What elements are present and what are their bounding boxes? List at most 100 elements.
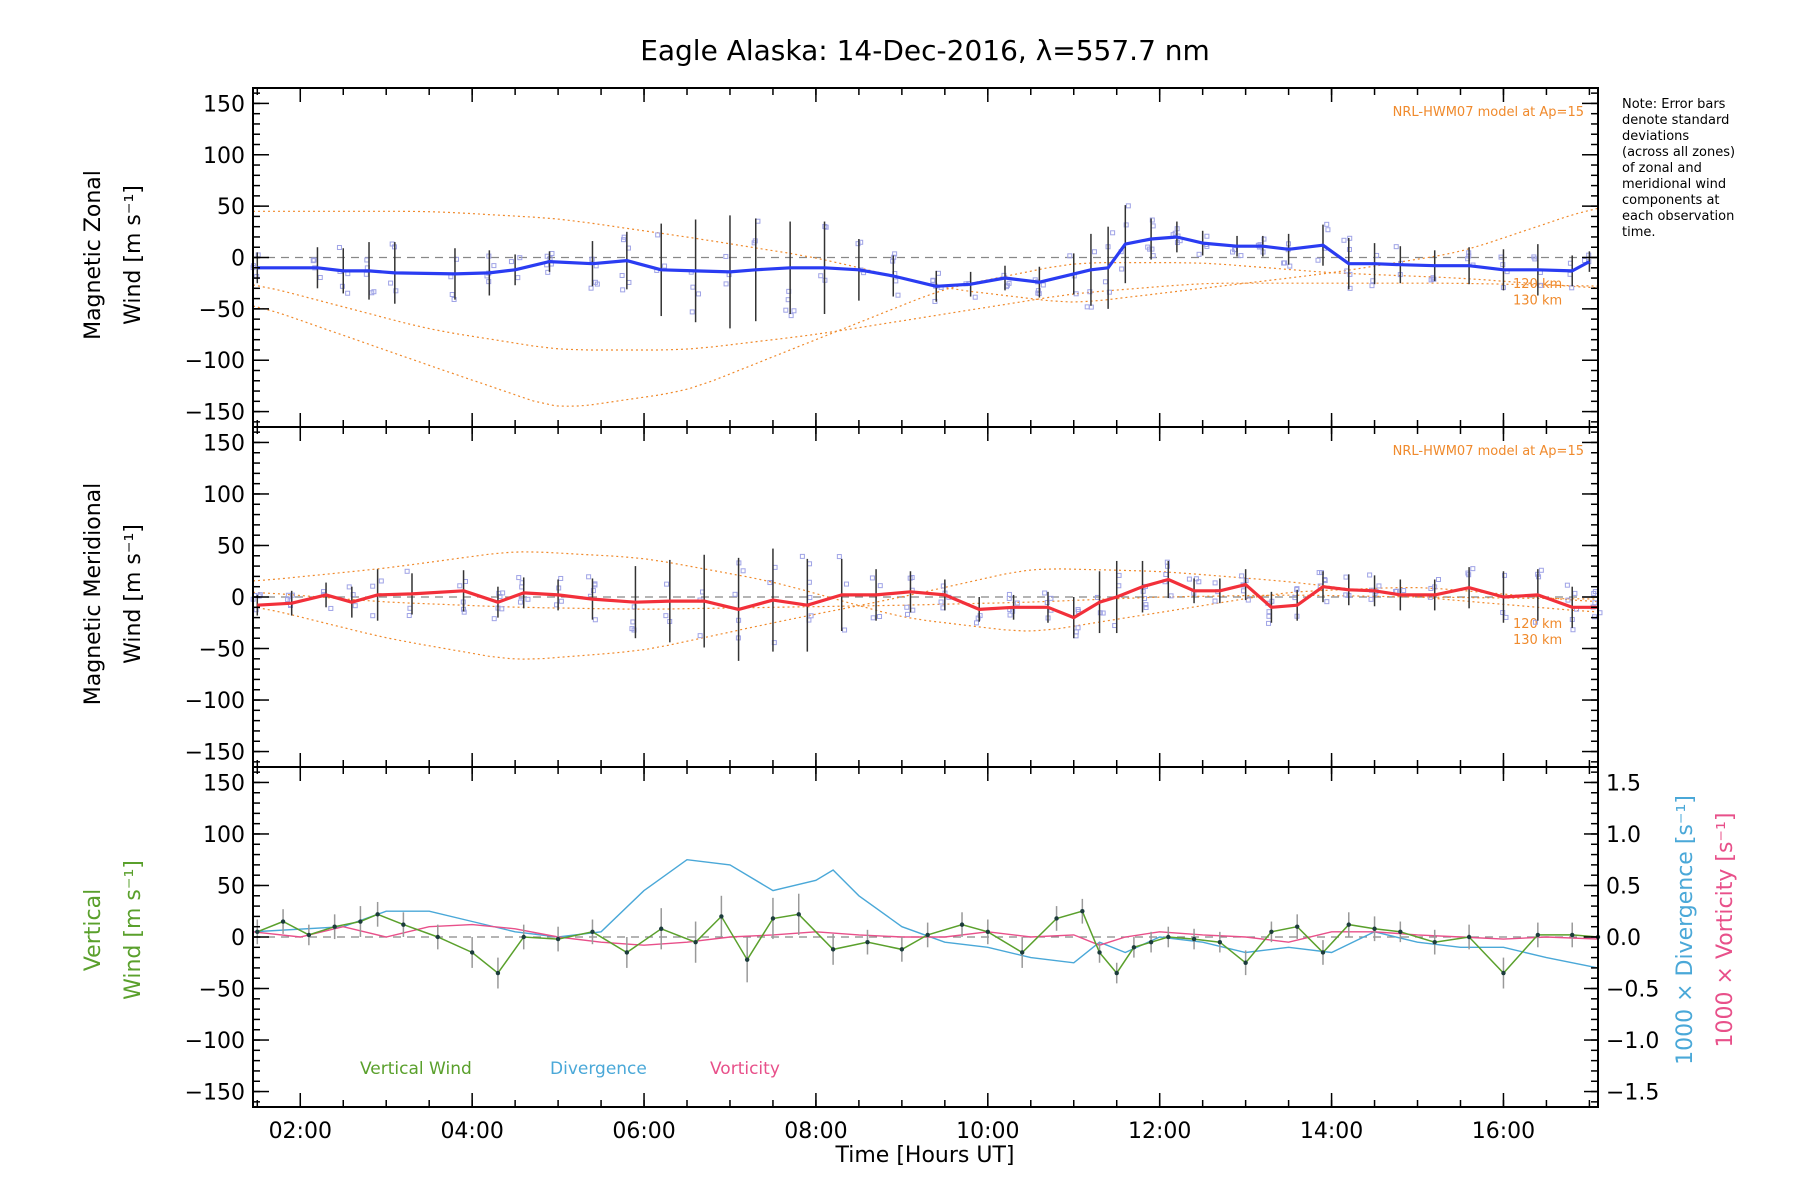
sample-point [1040, 282, 1046, 288]
sample-point [1007, 612, 1013, 618]
sample-point [1238, 253, 1244, 259]
sample-point [1149, 217, 1155, 223]
sample-point [843, 581, 849, 587]
sample-point [732, 591, 738, 597]
sample-point [904, 604, 910, 610]
sample-point [1343, 574, 1349, 580]
vertical-wind-point [555, 936, 561, 942]
vertical-wind-point [899, 947, 905, 952]
note-line: denote standard [1622, 113, 1729, 128]
vertical-wind-point [1243, 960, 1248, 965]
sample-point [517, 599, 523, 605]
sample-point [1091, 249, 1097, 255]
sample-point [508, 259, 514, 265]
y-tick-label: 150 [203, 771, 245, 796]
sample-point [799, 553, 805, 559]
y-tick-label: 0 [231, 926, 245, 951]
sample-point [592, 581, 598, 587]
y-tick-label: 0 [231, 586, 245, 611]
x-tick-label: 16:00 [1472, 1119, 1535, 1144]
vertical-wind-point [435, 934, 440, 940]
vertical-ylabel-line1: Vertical [81, 889, 106, 971]
sample-point [1196, 579, 1202, 585]
model-alt-label-1: 130 km [1513, 294, 1562, 309]
sample-point [689, 309, 695, 315]
vertical-wind-point [358, 919, 363, 924]
sample-point [1143, 604, 1149, 610]
y-tick-label: 100 [203, 823, 245, 848]
vertical-wind-point [1466, 934, 1472, 940]
note-line: (across all zones) [1622, 145, 1735, 160]
sample-point [972, 294, 978, 300]
vertical-wind-point [1269, 929, 1274, 935]
sample-point [404, 568, 410, 574]
vertical-wind-point [1295, 924, 1300, 929]
sample-point [655, 232, 661, 238]
sample-point [1567, 271, 1573, 277]
vertical-wind-point [1054, 916, 1059, 921]
sample-point [545, 269, 551, 275]
sample-point [877, 583, 883, 589]
sample-point [588, 285, 594, 291]
sample-point [842, 627, 848, 633]
sample-point [317, 275, 323, 281]
wind-series-line [257, 235, 1591, 288]
sample-point [1401, 588, 1407, 594]
sample-point [1435, 577, 1441, 583]
sample-point [311, 257, 317, 263]
note-line: meridional wind [1622, 177, 1726, 192]
sample-point [1100, 610, 1106, 616]
vorticity-line [252, 923, 1599, 946]
sample-point [515, 275, 521, 281]
sample-point [516, 575, 522, 581]
vertical-wind-point [865, 939, 870, 945]
sample-point [1341, 237, 1347, 243]
x-tick-label: 12:00 [1128, 1119, 1191, 1144]
note-line: time. [1622, 225, 1656, 240]
sample-point [328, 605, 334, 611]
sample-point [592, 279, 598, 285]
vertical-wind-point [1217, 939, 1223, 945]
sample-point [1393, 244, 1399, 250]
sample-point [1035, 288, 1041, 294]
vertical-wind-point [744, 957, 750, 962]
sample-point [1287, 263, 1293, 269]
y-tick-label: 150 [203, 92, 245, 117]
y2-tick-label: −0.5 [1606, 978, 1659, 1003]
sample-point [310, 258, 316, 264]
sample-point [1087, 289, 1093, 295]
sample-point [977, 613, 983, 619]
vertical-wind-point [1570, 932, 1575, 938]
sample-point [836, 554, 842, 560]
sample-point [592, 617, 598, 623]
y-tick-label: 100 [203, 144, 245, 169]
y-tick-label: −100 [185, 1029, 245, 1054]
vorticity-y2-label: 1000 × Vorticity [s⁻¹] [1713, 813, 1738, 1048]
vertical-wind-point [375, 912, 380, 917]
sample-point [406, 613, 412, 619]
vertical-wind-point [1372, 926, 1377, 931]
sample-point [363, 271, 369, 277]
sample-point [1165, 563, 1171, 569]
y-tick-label: 50 [217, 874, 245, 899]
sample-point [855, 241, 861, 247]
model-label: NRL-HWM07 model at Ap=15 [1393, 444, 1584, 459]
vertical-wind-point [1097, 950, 1102, 955]
sample-point [807, 561, 813, 567]
sample-point [1186, 576, 1192, 582]
sample-point [1075, 607, 1081, 613]
sample-point [755, 218, 761, 224]
sample-point [378, 578, 384, 584]
sample-point [807, 595, 813, 601]
sample-point [1538, 282, 1544, 288]
sample-point [1119, 266, 1125, 272]
y-tick-label: −150 [185, 401, 245, 426]
note-line: deviations [1622, 129, 1689, 144]
sample-point [346, 584, 352, 590]
vertical-wind-point [925, 932, 930, 938]
sample-point [285, 597, 291, 603]
sample-point [1084, 304, 1090, 310]
